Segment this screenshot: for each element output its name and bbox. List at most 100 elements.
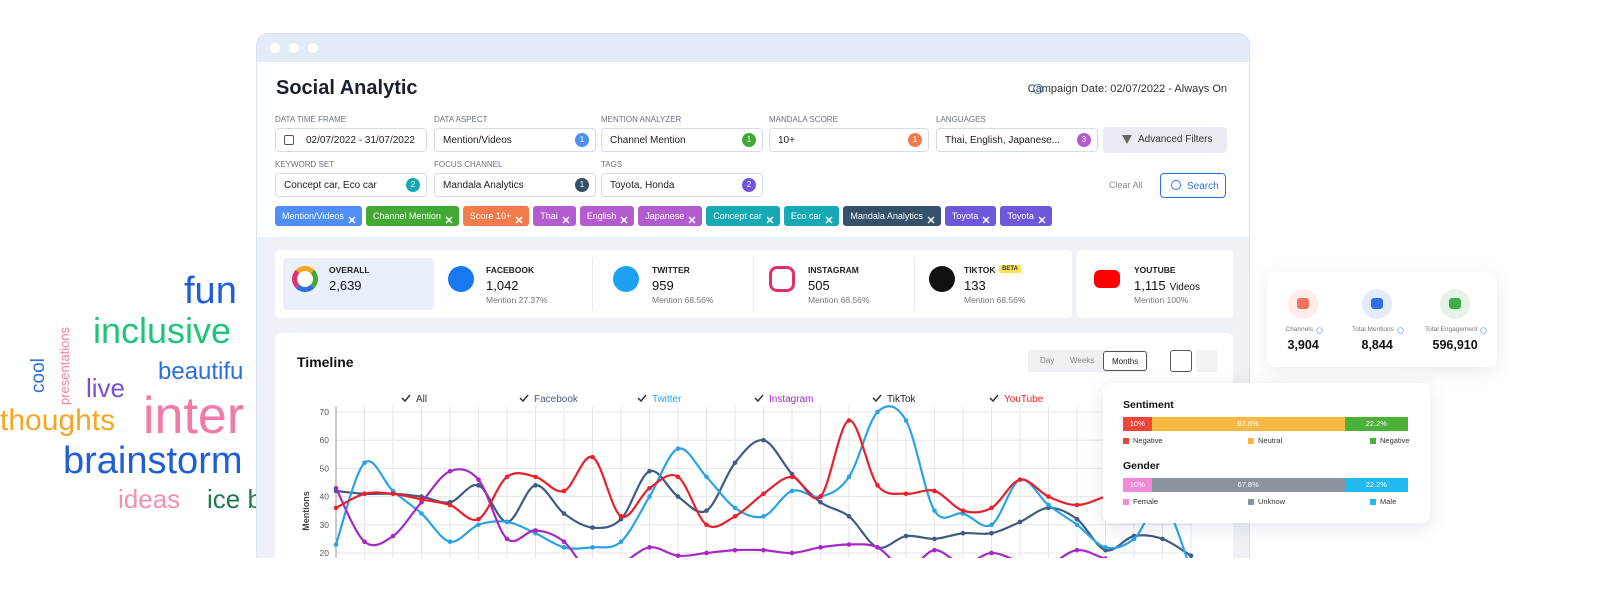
chip-remove[interactable] [445,212,453,224]
period-button[interactable]: Weeks [1070,356,1095,365]
summary-label: Total Mentions [1352,326,1394,333]
stat-value-row: 1,042 [486,279,519,292]
filter-label: DATA ASPECT [434,115,488,124]
chip-remove[interactable] [562,212,570,224]
chip-remove[interactable] [825,212,833,224]
sentiment-card: Sentiment 10% Negative 67.8% Neutral 22.2% Neg… [1103,383,1430,523]
chip-remove[interactable] [927,212,935,224]
data-point [732,514,738,519]
filter-value: Mandala Analytics [443,180,524,191]
data-point [447,468,453,474]
data-point [675,474,681,480]
filter-label: LANGUAGES [936,115,986,124]
stat-name: YOUTUBE [1134,265,1176,275]
divider [592,258,593,310]
info-icon [1315,327,1323,334]
filter-box[interactable]: 10+ 1 [769,128,929,152]
data-point [704,522,709,528]
chip-remove[interactable] [982,212,990,224]
stat-value-row: 1,115 Videos [1134,279,1200,293]
filter-box[interactable]: 02/07/2022 - 31/07/2022 [275,128,427,152]
breakdown-segment [1151,478,1345,492]
word-cloud-word: inclusive [93,310,232,351]
advanced-filters-button[interactable]: Advanced Filters [1103,127,1227,153]
data-point [1017,519,1023,525]
bar-chart-toggle[interactable] [1196,350,1218,372]
filter-box[interactable]: Channel Mention 1 [601,128,763,152]
filter-box[interactable]: Thai, English, Japanese... 3 [936,128,1098,152]
chip-remove[interactable] [515,212,523,224]
filter-chip[interactable]: English [579,206,635,226]
data-point [1074,516,1080,522]
filter-label: FOCUS CHANNEL [434,160,503,169]
chip-text: Concept car [713,211,762,221]
chip-remove[interactable] [1038,212,1046,224]
breakdown-segment [1344,417,1408,431]
data-point [476,522,481,528]
chip-text: Score 10+ [469,211,512,221]
legend-swatch [1123,438,1129,444]
filter-icon [1122,135,1132,144]
chip-remove[interactable] [620,212,628,224]
stat-value-row: 2,639 [329,279,362,292]
chip-remove[interactable] [766,212,774,224]
filter-chip[interactable]: Thai [533,206,576,226]
filter-box[interactable]: Mandala Analytics 1 [434,173,596,197]
divider [914,258,915,310]
breakdown-title: Gender [1123,460,1160,472]
data-point [932,508,937,513]
filter-chip[interactable]: Toyota [944,206,997,226]
data-point [647,485,652,491]
legend-label: Facebook [534,394,579,405]
chip-remove[interactable] [348,212,356,224]
chip-text: Toyota [1007,211,1034,221]
data-point [789,474,795,480]
period-button[interactable]: Months [1103,351,1148,371]
filter-chip[interactable]: Eco car [783,206,840,226]
clear-all-button[interactable]: Clear All [1109,180,1143,190]
timeline-chart: 20 30 40 50 60 70 Mentions All Facebook Twitter In… [301,394,1194,558]
filter-chip[interactable]: Channel Mention [365,206,459,226]
data-point [647,494,652,499]
breakdown-segment [1344,478,1408,492]
platform-icon [769,266,795,292]
period-button[interactable]: Day [1040,356,1055,365]
data-point [333,542,339,547]
data-point [533,474,538,480]
line-chart-toggle[interactable] [1170,350,1192,372]
y-axis-label: Mentions [301,491,311,531]
filter-chip[interactable]: Mention/Videos [275,206,362,226]
data-point [704,550,709,556]
filter-value: Mention/Videos [443,135,512,146]
y-tick-label: 30 [320,520,330,530]
filter-chip[interactable]: Japanese [638,206,703,226]
data-point [875,409,880,415]
filter-box[interactable]: Toyota, Honda 2 [601,173,763,197]
filter-chip[interactable]: Toyota [1000,206,1052,226]
search-button[interactable]: Search [1160,173,1226,198]
platform-icon [448,266,474,292]
data-point [675,553,681,558]
chip-x [825,216,833,224]
filter-count: 2 [406,178,420,192]
data-point [1074,502,1080,508]
filter-chip[interactable]: Concept car [706,206,780,226]
chip-remove[interactable] [688,212,696,224]
summary-icon [1297,298,1309,309]
data-point [960,530,966,536]
data-point [818,545,823,550]
y-tick-label: 50 [320,463,330,473]
stat-note: Mention 68.56% [964,295,1026,305]
filter-chip[interactable]: Mandala Analytics [843,206,941,226]
chip-x [620,216,628,224]
data-point [362,491,367,497]
filter-value: Concept car, Eco car [284,180,377,191]
data-point [704,508,709,513]
filter-box[interactable]: Concept car, Eco car 2 [275,173,427,197]
segment-label: 22.2% [1365,480,1387,489]
legend-label: Negative [1380,436,1410,445]
filter-chip[interactable]: Score 10+ [462,206,530,226]
data-point [333,485,339,491]
filter-box[interactable]: Mention/Videos 1 [434,128,596,152]
window-bar [257,34,1249,62]
